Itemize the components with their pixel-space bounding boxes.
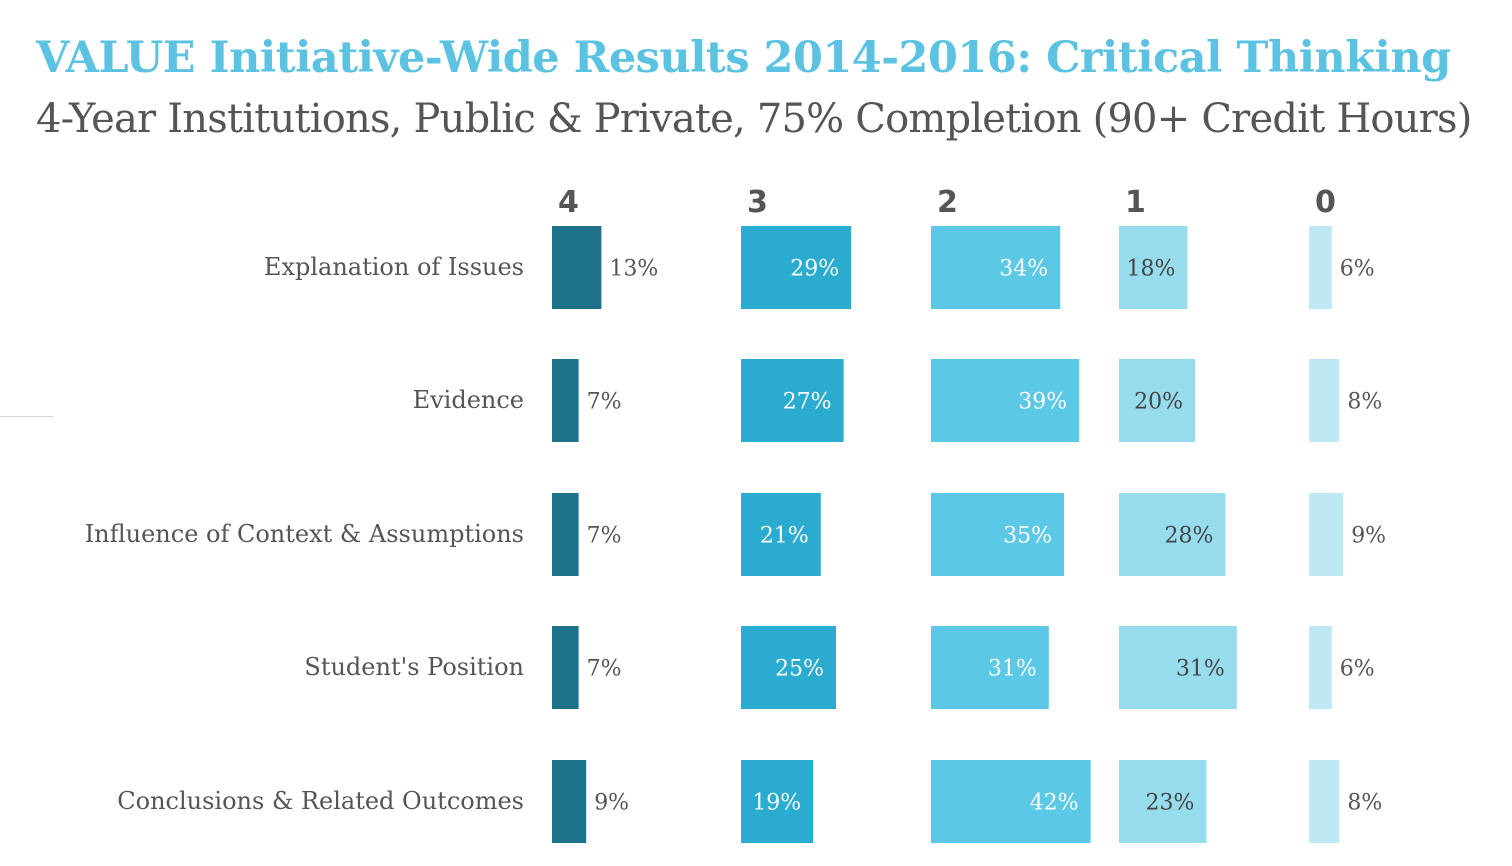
chart-title: VALUE Initiative-Wide Results 2014-2016:… bbox=[36, 33, 1451, 83]
bar-level-1-row-1 bbox=[1119, 226, 1188, 309]
bar-value-label: 31% bbox=[988, 657, 1037, 682]
level-header-1: 1 bbox=[1125, 185, 1146, 220]
bar-level-3-row-5 bbox=[741, 760, 814, 843]
bar-level-2-row-3 bbox=[931, 493, 1064, 576]
bar-value-label: 31% bbox=[1176, 657, 1225, 682]
bar-value-label: 18% bbox=[1126, 257, 1175, 282]
bar-level-0-row-4 bbox=[1309, 626, 1332, 709]
bar-level-4-row-2 bbox=[552, 359, 579, 442]
bar-value-label: 7% bbox=[587, 390, 622, 415]
bar-level-0-row-1 bbox=[1309, 226, 1332, 309]
bar-value-label: 28% bbox=[1164, 524, 1213, 549]
bar-level-4-row-5 bbox=[552, 760, 587, 843]
row-label: Conclusions & Related Outcomes bbox=[117, 787, 524, 815]
bar-value-label: 42% bbox=[1030, 791, 1079, 816]
bar-value-label: 9% bbox=[594, 791, 629, 816]
bar-level-2-row-4 bbox=[931, 626, 1049, 709]
chart-subtitle: 4-Year Institutions, Public & Private, 7… bbox=[36, 96, 1472, 142]
bar-value-label: 29% bbox=[790, 257, 839, 282]
bar-level-1-row-5 bbox=[1119, 760, 1207, 843]
bar-level-4-row-3 bbox=[552, 493, 579, 576]
bar-level-0-row-3 bbox=[1309, 493, 1344, 576]
bar-value-label: 25% bbox=[775, 657, 824, 682]
bar-value-label: 9% bbox=[1351, 524, 1386, 549]
bar-level-0-row-5 bbox=[1309, 760, 1340, 843]
row-label: Evidence bbox=[413, 386, 524, 414]
bar-value-label: 13% bbox=[609, 257, 658, 282]
bar-level-2-row-1 bbox=[931, 226, 1061, 309]
bar-value-label: 27% bbox=[783, 390, 832, 415]
bar-level-1-row-3 bbox=[1119, 493, 1226, 576]
bar-level-3-row-3 bbox=[741, 493, 821, 576]
bar-value-label: 8% bbox=[1347, 390, 1382, 415]
bar-value-label: 39% bbox=[1018, 390, 1067, 415]
bar-value-label: 6% bbox=[1340, 657, 1375, 682]
bar-level-0-row-2 bbox=[1309, 359, 1340, 442]
bar-level-2-row-5 bbox=[931, 760, 1091, 843]
bar-value-label: 7% bbox=[587, 657, 622, 682]
level-header-2: 2 bbox=[937, 185, 958, 220]
bar-level-3-row-2 bbox=[741, 359, 844, 442]
bar-level-2-row-2 bbox=[931, 359, 1080, 442]
row-label: Influence of Context & Assumptions bbox=[85, 520, 524, 548]
bar-level-1-row-2 bbox=[1119, 359, 1195, 442]
level-header-0: 0 bbox=[1315, 185, 1336, 220]
bar-level-1-row-4 bbox=[1119, 626, 1237, 709]
bar-level-4-row-4 bbox=[552, 626, 579, 709]
bar-level-3-row-4 bbox=[741, 626, 836, 709]
bar-value-label: 6% bbox=[1340, 257, 1375, 282]
bar-value-label: 7% bbox=[587, 524, 622, 549]
level-header-4: 4 bbox=[558, 185, 579, 220]
level-header-3: 3 bbox=[747, 185, 768, 220]
bar-value-label: 34% bbox=[999, 257, 1048, 282]
bar-level-4-row-1 bbox=[552, 226, 602, 309]
bar-value-label: 21% bbox=[760, 524, 809, 549]
bar-value-label: 8% bbox=[1347, 791, 1382, 816]
bar-value-label: 23% bbox=[1145, 791, 1194, 816]
bar-level-3-row-1 bbox=[741, 226, 852, 309]
bar-value-label: 35% bbox=[1003, 524, 1052, 549]
bar-value-label: 20% bbox=[1134, 390, 1183, 415]
row-label: Student's Position bbox=[304, 653, 524, 681]
bar-value-label: 19% bbox=[752, 791, 801, 816]
divider-line bbox=[0, 416, 54, 417]
row-label: Explanation of Issues bbox=[264, 253, 524, 281]
